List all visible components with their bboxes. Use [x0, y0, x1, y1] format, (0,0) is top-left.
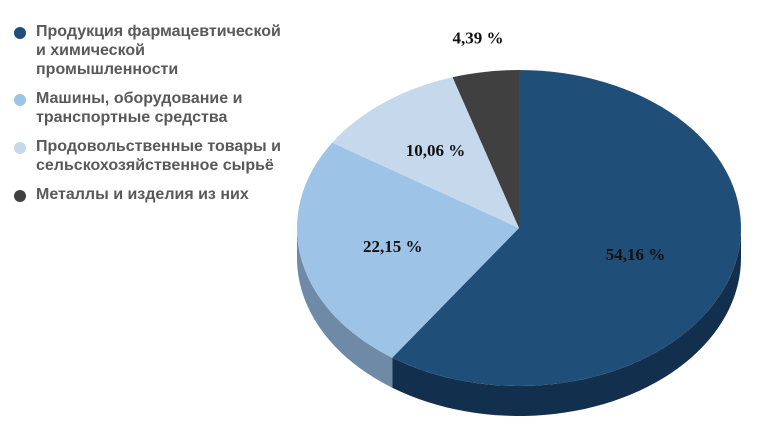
- pie-slice-machinery: [297, 142, 519, 358]
- legend-item-food-agri: Продовольственные товары и сельскохозяйс…: [14, 137, 284, 175]
- pie-sides: [297, 228, 741, 416]
- legend-label-machinery: Машины, оборудование и транспортные сред…: [36, 90, 243, 126]
- pie-slice-pharma-chemical: [392, 70, 741, 386]
- pie-slice-metals: [452, 70, 519, 228]
- pie-label-food-agri: 10,06 %: [406, 141, 466, 160]
- pie-side-machinery: [297, 228, 393, 388]
- pie-label-metals: 4,39 %: [453, 29, 504, 48]
- pie-slices: [297, 70, 741, 386]
- legend-label-food-agri: Продовольственные товары и сельскохозяйс…: [36, 138, 281, 174]
- chart-legend: Продукция фармацевтической и химической …: [14, 22, 284, 204]
- pie-side-pharma-chemical: [392, 228, 741, 416]
- pie-label-pharma-chemical: 54,16 %: [606, 245, 666, 264]
- legend-item-metals: Металлы и изделия из них: [14, 185, 284, 204]
- legend-label-pharma-chemical: Продукция фармацевтической и химической …: [36, 23, 281, 78]
- pie-labels: 54,16 % 22,15 % 10,06 % 4,39 %: [363, 29, 665, 265]
- legend-swatch-pharma-chemical: [14, 27, 26, 39]
- legend-swatch-food-agri: [14, 142, 26, 154]
- legend-swatch-machinery: [14, 94, 26, 106]
- pie-slice-food-agri: [332, 77, 519, 229]
- legend-item-machinery: Машины, оборудование и транспортные сред…: [14, 89, 284, 127]
- pie-label-machinery: 22,15 %: [363, 237, 423, 256]
- legend-item-pharma-chemical: Продукция фармацевтической и химической …: [14, 22, 284, 79]
- legend-label-metals: Металлы и изделия из них: [36, 186, 249, 203]
- legend-swatch-metals: [14, 190, 26, 202]
